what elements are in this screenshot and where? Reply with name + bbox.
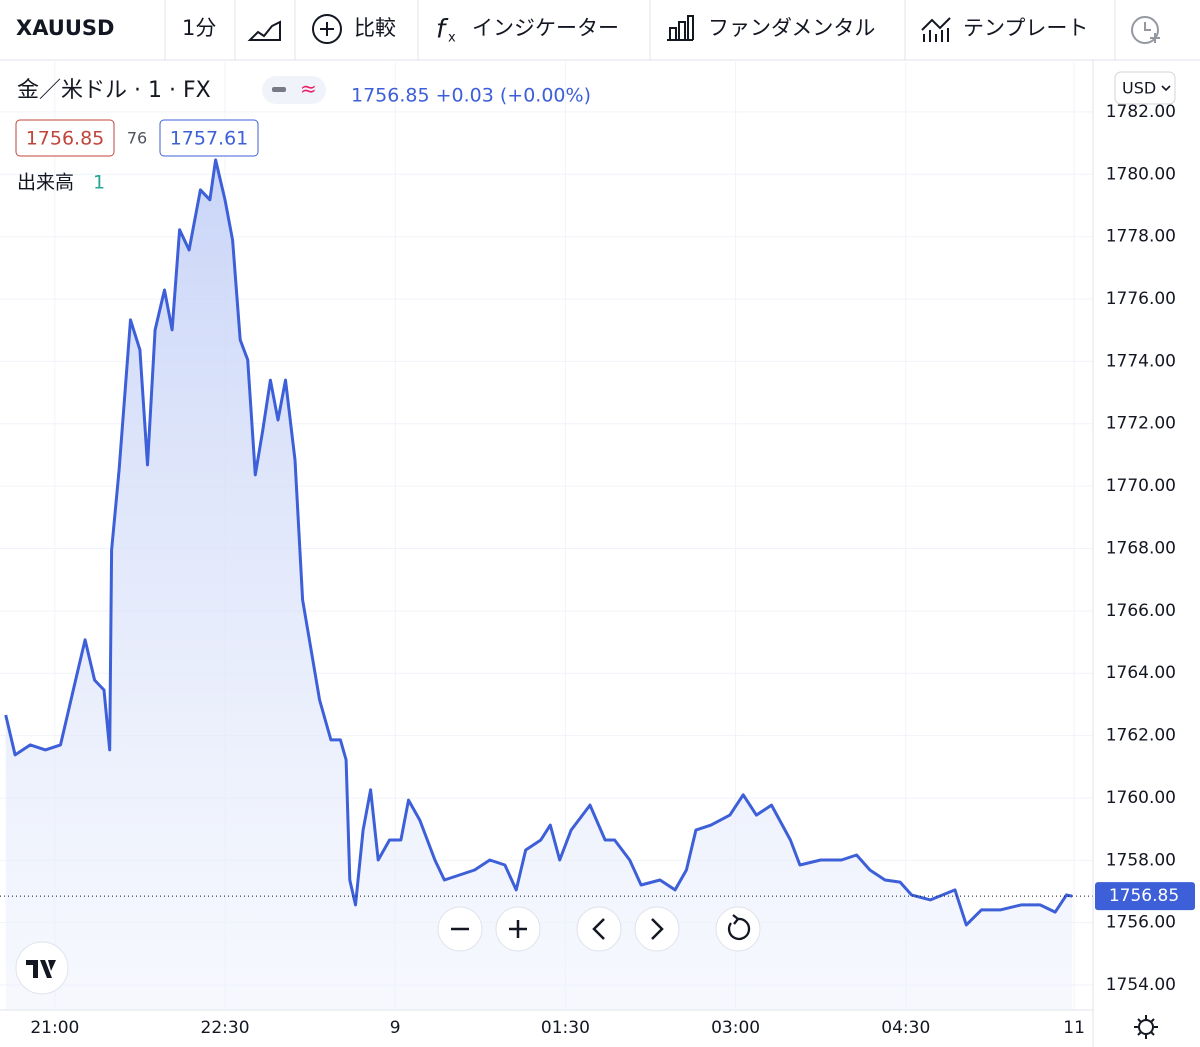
reset[interactable] [715,906,761,952]
toolbar-bg [0,0,1200,60]
currency-button[interactable] [1114,71,1176,105]
toolbar: XAUUSD 1分 比較 f x インジケーター ファンダメンタル テンプレート [0,0,1200,61]
legend: 金／米ドル · 1 · FX ≈ 1756.85 +0.03 (+0.00%) … [15,76,591,194]
y-tick-label: 1760.00 [1106,788,1176,808]
scroll-left[interactable] [576,906,622,952]
y-tick-label: 1776.00 [1106,289,1176,309]
ask[interactable]: 1757.61 [170,128,249,150]
interval[interactable]: 1分 [182,16,216,40]
legend-quote: 1756.85 +0.03 (+0.00%) [351,85,591,107]
y-tick-label: 1770.00 [1106,476,1176,496]
spread: 76 [127,129,147,148]
y-tick-label: 1766.00 [1106,601,1176,621]
last-price-label: 1756.85 [1109,886,1179,906]
legend-title: 金／米ドル · 1 · FX [17,78,211,103]
status-market [272,87,286,92]
scroll-right-icon [651,918,664,940]
compare[interactable]: 比較 [354,16,396,40]
y-tick-label: 1780.00 [1106,164,1176,184]
y-tick-label: 1756.00 [1106,913,1176,933]
x-tick-label: 22:30 [201,1018,250,1038]
fx-icon-x: x [448,31,456,46]
status-delayed: ≈ [300,77,317,101]
y-tick-label: 1764.00 [1106,663,1176,683]
y-tick-label: 1774.00 [1106,351,1176,371]
x-tick-label: 21:00 [30,1018,79,1038]
reset-icon [727,914,751,941]
y-tick-label: 1762.00 [1106,726,1176,746]
fundamentals-icon[interactable] [667,15,694,41]
x-tick-label: 9 [390,1018,401,1038]
fundamentals[interactable]: ファンダメンタル [708,16,875,40]
y-tick-label: 1778.00 [1106,227,1176,247]
status-pill[interactable] [262,76,326,104]
navigation [437,906,761,952]
currency[interactable]: USD [1122,79,1156,98]
y-tick-label: 1772.00 [1106,414,1176,434]
compare-icon-plus [320,22,334,36]
x-tick-label: 04:30 [881,1018,930,1038]
x-tick-label: 03:00 [711,1018,760,1038]
y-tick-label: 1758.00 [1106,850,1176,870]
last-price-box [1095,882,1195,911]
bid[interactable]: 1756.85 [26,128,105,150]
currency-caret [1161,85,1171,92]
chart-type-icon[interactable] [247,20,281,41]
volume-label: 出来高 [17,172,74,194]
x-tick-label: 01:30 [541,1018,590,1038]
symbol[interactable]: XAUUSD [16,16,114,40]
settings [1134,1015,1158,1039]
ask-box[interactable] [159,119,259,157]
bid-box[interactable] [15,119,115,157]
volume-value: 1 [93,172,105,194]
y-tick-label: 1782.00 [1106,102,1176,122]
plot [0,158,1093,1010]
x-tick-label: 11 [1063,1018,1085,1038]
zoom-in-icon [509,920,527,938]
scroll-left-icon [592,918,605,940]
indicators[interactable]: インジケーター [472,16,619,40]
templates-icon[interactable] [921,17,951,42]
price-line [4,158,1073,927]
alert-icon[interactable] [1131,16,1159,44]
settings-icon-rays [1134,1015,1158,1039]
logo [15,941,69,995]
settings-icon[interactable] [1138,1019,1154,1035]
logo-mark [26,960,56,978]
compare-icon[interactable] [312,14,342,44]
logo-bg [15,941,69,995]
y-tick-label: 1754.00 [1106,975,1176,995]
y-tick-label: 1768.00 [1106,538,1176,558]
scroll-right[interactable] [634,906,680,952]
templates[interactable]: テンプレート [963,16,1088,40]
alert-icon-detail [1144,22,1160,43]
area [5,159,1073,1010]
